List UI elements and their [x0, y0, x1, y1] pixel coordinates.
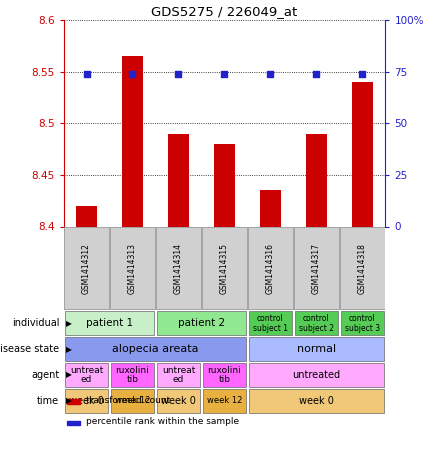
- FancyBboxPatch shape: [249, 311, 292, 335]
- FancyBboxPatch shape: [295, 311, 338, 335]
- FancyBboxPatch shape: [294, 227, 339, 309]
- FancyBboxPatch shape: [249, 337, 384, 361]
- Text: ▶: ▶: [66, 345, 71, 353]
- FancyBboxPatch shape: [203, 389, 246, 413]
- Text: GSM1414315: GSM1414315: [220, 243, 229, 294]
- FancyBboxPatch shape: [203, 363, 246, 387]
- FancyBboxPatch shape: [65, 363, 108, 387]
- Text: week 0: week 0: [161, 395, 196, 406]
- Text: normal: normal: [297, 344, 336, 354]
- FancyBboxPatch shape: [65, 389, 108, 413]
- Text: week 0: week 0: [299, 395, 334, 406]
- FancyBboxPatch shape: [65, 311, 154, 335]
- FancyBboxPatch shape: [249, 389, 384, 413]
- Text: control
subject 1: control subject 1: [253, 314, 288, 333]
- Bar: [76, 206, 97, 226]
- Text: transformed count: transformed count: [86, 395, 170, 405]
- FancyBboxPatch shape: [248, 227, 293, 309]
- Point: [359, 70, 366, 77]
- Text: GSM1414316: GSM1414316: [266, 243, 275, 294]
- FancyBboxPatch shape: [157, 389, 200, 413]
- Text: ▶: ▶: [66, 396, 71, 405]
- Bar: [214, 144, 235, 226]
- Text: week 12: week 12: [207, 396, 242, 405]
- Text: GSM1414317: GSM1414317: [312, 243, 321, 294]
- FancyBboxPatch shape: [64, 227, 109, 309]
- Text: ▶: ▶: [66, 371, 71, 379]
- FancyBboxPatch shape: [111, 389, 154, 413]
- Text: week 12: week 12: [115, 396, 150, 405]
- Point: [221, 70, 228, 77]
- FancyBboxPatch shape: [157, 363, 200, 387]
- Bar: [306, 134, 327, 226]
- Text: GSM1414314: GSM1414314: [174, 243, 183, 294]
- Text: untreat
ed: untreat ed: [162, 366, 195, 384]
- FancyBboxPatch shape: [157, 311, 246, 335]
- Text: disease state: disease state: [0, 344, 59, 354]
- FancyBboxPatch shape: [202, 227, 247, 309]
- Text: untreat
ed: untreat ed: [70, 366, 103, 384]
- Text: control
subject 3: control subject 3: [345, 314, 380, 333]
- Text: GSM1414318: GSM1414318: [358, 243, 367, 294]
- FancyBboxPatch shape: [249, 363, 384, 387]
- Bar: [67, 399, 80, 404]
- Text: patient 1: patient 1: [86, 318, 133, 328]
- Bar: [260, 190, 281, 226]
- Bar: [352, 82, 373, 226]
- Text: control
subject 2: control subject 2: [299, 314, 334, 333]
- Text: ▶: ▶: [66, 319, 71, 328]
- Text: individual: individual: [12, 318, 59, 328]
- Title: GDS5275 / 226049_at: GDS5275 / 226049_at: [152, 5, 297, 18]
- Text: time: time: [37, 395, 59, 406]
- Text: week 0: week 0: [69, 395, 104, 406]
- Text: ruxolini
tib: ruxolini tib: [116, 366, 149, 384]
- FancyBboxPatch shape: [341, 311, 384, 335]
- FancyBboxPatch shape: [111, 363, 154, 387]
- Point: [313, 70, 320, 77]
- Text: GSM1414313: GSM1414313: [128, 243, 137, 294]
- Text: patient 2: patient 2: [178, 318, 225, 328]
- FancyBboxPatch shape: [156, 227, 201, 309]
- Point: [267, 70, 274, 77]
- FancyBboxPatch shape: [65, 337, 246, 361]
- Text: GSM1414312: GSM1414312: [82, 243, 91, 294]
- FancyBboxPatch shape: [110, 227, 155, 309]
- Text: agent: agent: [31, 370, 59, 380]
- FancyBboxPatch shape: [340, 227, 385, 309]
- Text: percentile rank within the sample: percentile rank within the sample: [86, 417, 239, 426]
- Point: [175, 70, 182, 77]
- Point: [83, 70, 90, 77]
- Text: ruxolini
tib: ruxolini tib: [208, 366, 241, 384]
- Text: untreated: untreated: [293, 370, 340, 380]
- Bar: [168, 134, 189, 226]
- Text: alopecia areata: alopecia areata: [112, 344, 199, 354]
- Bar: [122, 57, 143, 226]
- Bar: [67, 421, 80, 425]
- Point: [129, 70, 136, 77]
